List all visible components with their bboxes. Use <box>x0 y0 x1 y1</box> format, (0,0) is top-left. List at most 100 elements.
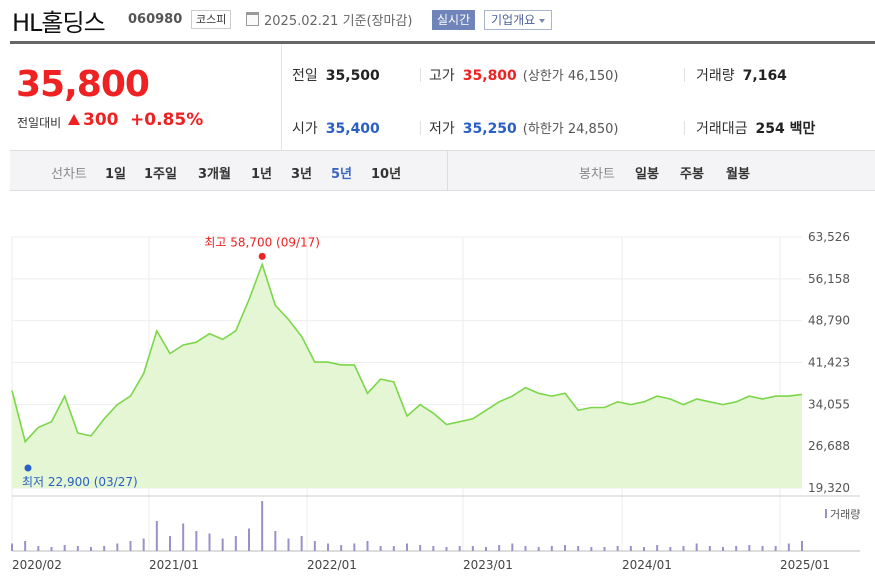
volume-bar <box>498 545 501 551</box>
y-axis-ticks: 63,526 56,158 48,790 41,423 34,055 26,688 19,3… <box>808 230 850 495</box>
volume-legend-label: 거래량 <box>830 508 860 521</box>
tab-10y[interactable]: 10년 <box>371 167 402 182</box>
open-cell: 시가 35,400 <box>292 118 380 138</box>
high-annotation: 최고 58,700 (09/17) <box>204 235 320 249</box>
tab-1w[interactable]: 1주일 <box>144 167 177 182</box>
volume-bar <box>103 546 106 551</box>
volume-bar <box>182 523 185 551</box>
volume-bar <box>195 531 198 551</box>
x-tick-label: 2021/01 <box>149 558 199 572</box>
volume-value: 7,164 <box>742 68 787 84</box>
candle-chart-label: 봉차트 <box>579 167 615 182</box>
volume-bar <box>248 528 250 551</box>
volume-bar <box>682 546 685 551</box>
y-tick-label: 19,320 <box>808 481 850 495</box>
chart-period-tabs: 선차트 1일 1주일 3개월 1년 3년 5년 10년 봉차트 일봉 주봉 월봉 <box>10 151 875 191</box>
low-annotation: 최저 22,900 (03/27) <box>22 475 138 489</box>
amount-cell: 거래대금 254 백만 <box>696 118 815 138</box>
volume-bar <box>761 546 764 551</box>
volume-bar <box>129 541 132 551</box>
volume-bars <box>11 501 803 551</box>
volume-bar <box>234 536 237 551</box>
volume-bar <box>63 545 66 551</box>
volume-bar <box>537 547 540 551</box>
company-info-label: 기업개요 <box>491 13 536 27</box>
realtime-button[interactable]: 실시간 <box>432 10 476 30</box>
volume-bar <box>208 533 211 551</box>
volume-bar <box>90 547 92 551</box>
prev-close-cell: 전일 35,500 <box>292 65 380 85</box>
price-chart[interactable]: 63,526 56,158 48,790 41,423 34,055 26,688 19,3… <box>0 191 875 584</box>
low-label: 저가 <box>429 121 455 137</box>
up-triangle-icon <box>68 114 80 125</box>
volume-bar <box>603 547 606 551</box>
x-tick-label: 2023/01 <box>463 558 513 572</box>
volume-bar <box>774 546 777 551</box>
price-line <box>11 261 803 444</box>
tab-1d[interactable]: 1일 <box>105 167 127 182</box>
price-chart-svg: 63,526 56,158 48,790 41,423 34,055 26,688 19,3… <box>11 230 860 572</box>
x-tick-label: 2022/01 <box>307 558 357 572</box>
volume-bar <box>511 543 514 551</box>
volume-bar <box>577 546 580 551</box>
prev-close-label: 전일 <box>292 68 318 84</box>
divider <box>684 68 685 82</box>
stock-header: HL홀딩스 060980 코스피 2025.02.21 기준(장마감) 실시간 … <box>0 0 875 42</box>
volume-bar <box>801 541 803 551</box>
tab-3m[interactable]: 3개월 <box>198 167 231 182</box>
low-marker <box>24 464 32 472</box>
volume-bar <box>787 543 790 551</box>
price-area <box>12 264 802 488</box>
tab-1y[interactable]: 1년 <box>251 167 273 182</box>
high-cell: 고가 35,800 (상한가 46,150) <box>429 65 618 85</box>
low-value: 35,250 <box>462 121 517 137</box>
volume-bar <box>708 546 711 551</box>
volume-bar <box>50 547 53 551</box>
volume-bar <box>695 543 698 551</box>
volume-bar <box>24 541 27 551</box>
upper-limit: (상한가 46,150) <box>522 69 619 84</box>
tab-5y[interactable]: 5년 <box>331 167 353 182</box>
volume-bar <box>432 546 435 551</box>
x-axis-ticks: 2020/02 2021/01 2022/01 2023/01 2024/01 2025/… <box>12 558 830 572</box>
volume-bar <box>379 546 382 551</box>
volume-bar <box>445 547 448 551</box>
volume-bar <box>524 546 527 551</box>
high-label: 고가 <box>429 68 455 84</box>
y-tick-label: 63,526 <box>808 230 850 244</box>
volume-bar <box>471 546 474 551</box>
divider <box>420 121 421 135</box>
volume-bar <box>287 538 290 551</box>
company-name: HL홀딩스 <box>12 9 106 37</box>
divider <box>420 68 421 82</box>
line-chart-label: 선차트 <box>51 167 87 182</box>
volume-cell: 거래량 7,164 <box>696 65 787 85</box>
quote-date: 2025.02.21 기준(장마감) <box>264 14 413 29</box>
volume-legend-swatch <box>825 509 827 518</box>
volume-bar <box>142 538 145 551</box>
volume-bar <box>261 501 264 551</box>
chevron-down-icon <box>539 18 546 23</box>
volume-bar <box>629 546 632 551</box>
divider <box>684 121 685 135</box>
calendar-icon <box>246 12 259 26</box>
tab-weekly[interactable]: 주봉 <box>680 167 704 182</box>
low-cell: 저가 35,250 (하한가 24,850) <box>429 118 618 138</box>
volume-bar <box>669 547 672 551</box>
price-change: 300 <box>83 110 119 130</box>
volume-bar <box>221 538 224 551</box>
tab-daily[interactable]: 일봉 <box>635 167 659 182</box>
amount-value: 254 백만 <box>755 121 816 137</box>
company-info-dropdown[interactable]: 기업개요 <box>484 10 553 30</box>
current-price: 35,800 <box>16 64 150 105</box>
volume-bar <box>643 547 645 551</box>
tab-3y[interactable]: 3년 <box>291 167 313 182</box>
y-tick-label: 34,055 <box>808 397 850 411</box>
volume-bar <box>353 543 356 551</box>
high-value: 35,800 <box>462 68 517 84</box>
tab-monthly[interactable]: 월봉 <box>726 167 750 182</box>
volume-bar <box>419 545 422 551</box>
volume-bar <box>590 547 593 551</box>
volume-bar <box>274 531 277 551</box>
volume-bar <box>11 543 13 551</box>
